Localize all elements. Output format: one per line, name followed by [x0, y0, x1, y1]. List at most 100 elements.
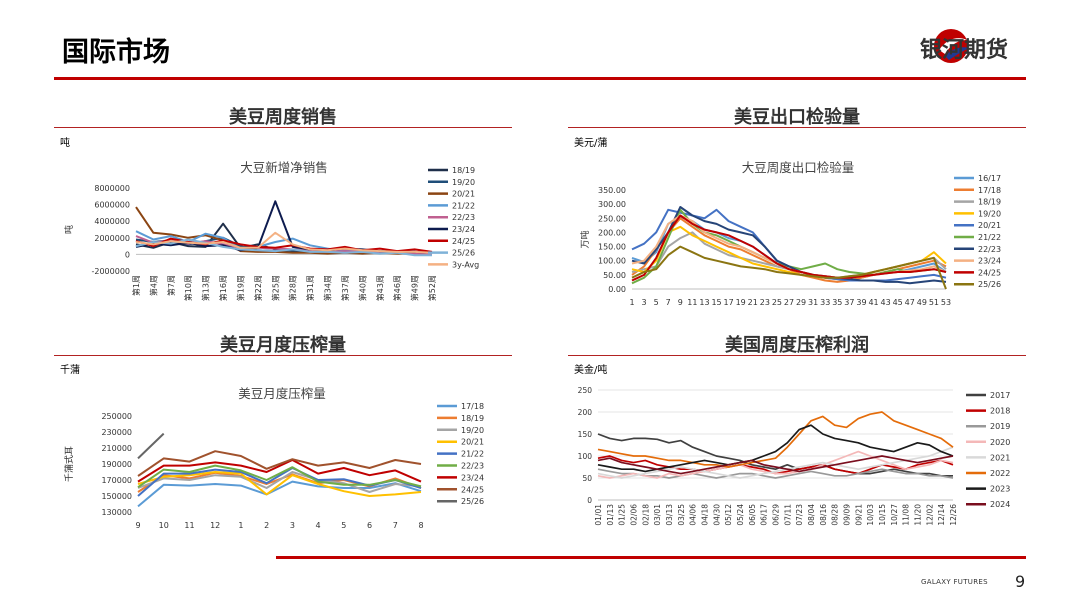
margin-series-2024: [597, 455, 954, 475]
panel-divider-sales: [54, 127, 512, 128]
sales-ytick-label: 0: [125, 250, 130, 259]
margin-legend-label: 2018: [990, 407, 1010, 416]
crush-y-axis-label: 千蒲式耳: [63, 446, 75, 482]
margin-xtick-label: 10/27: [890, 504, 899, 526]
crush-chart: 美豆月度压榨量 250000 230000 210000 190000 170000 150…: [63, 386, 484, 530]
sales-xtick-label: 第16周: [218, 275, 228, 301]
brand-name: 银河期货: [920, 38, 1009, 63]
crush-xtick-label: 1: [238, 521, 243, 530]
exports-ytick-label: 0.00: [608, 285, 626, 294]
sales-xtick-label: 第10周: [183, 275, 193, 301]
margin-xtick-label: 04/18: [701, 504, 710, 526]
margin-xtick-label: 08/04: [807, 504, 816, 526]
galaxy-futures-logo: [934, 29, 969, 63]
margin-ytick-label: 200: [578, 408, 593, 417]
sales-xtick-label: 第43周: [375, 275, 385, 301]
margin-xtick-label: 07/23: [795, 504, 804, 526]
margin-legend-label: 2024: [990, 500, 1010, 509]
page-number: 9: [1015, 572, 1026, 591]
crush-series-25-26: [137, 432, 165, 460]
crush-ytick-label: 210000: [101, 444, 132, 453]
margin-xtick-label: 11/08: [902, 504, 911, 526]
panel-title-sales: 美豆周度销售: [229, 107, 337, 128]
margin-xtick-label: 09/09: [843, 504, 852, 526]
margin-legend-label: 2017: [990, 391, 1010, 400]
crush-series-23-24: [137, 459, 422, 483]
crush-legend-label: 23/24: [461, 473, 484, 482]
sales-chart-title: 大豆新增净销售: [240, 160, 328, 175]
crush-series-22-23: [137, 464, 422, 489]
sales-xtick-label: 第34周: [323, 275, 333, 301]
exports-xtick-label: 1: [629, 298, 634, 307]
margin-series-2019: [597, 468, 954, 479]
exports-ytick-label: 200.00: [598, 228, 626, 237]
exports-ytick-label: 150.00: [598, 243, 626, 252]
sales-xtick-label: 第31周: [305, 275, 315, 301]
margin-xtick-label: 05/24: [736, 504, 745, 526]
margin-series-2020: [597, 450, 954, 479]
margin-xtick-label: 01/01: [594, 504, 603, 526]
margin-series-2021: [597, 446, 954, 479]
sales-y-axis-label: 吨: [63, 225, 75, 234]
sales-xtick-label: 第7周: [166, 275, 176, 296]
exports-series-22-23: [631, 206, 947, 285]
sales-legend-label: 22/23: [452, 213, 475, 222]
sales-xtick-label: 第13周: [201, 275, 211, 301]
margin-legend-label: 2020: [990, 438, 1010, 447]
exports-ytick-label: 300.00: [598, 200, 626, 209]
crush-series-19-20: [137, 471, 422, 493]
sales-xtick-label: 第49周: [410, 275, 420, 301]
unit-label-margin: 美金/吨: [574, 365, 608, 376]
sales-xtick-label: 第40周: [357, 275, 367, 301]
title-divider: [54, 77, 1026, 80]
exports-series-25-26: [631, 245, 947, 290]
panel-title-exports: 美豆出口检验量: [734, 107, 860, 128]
sales-legend-label: 20/21: [452, 190, 475, 199]
exports-ytick-label: 350.00: [598, 186, 626, 195]
margin-xtick-label: 10/03: [866, 504, 875, 526]
panel-title-crush: 美豆月度压榨量: [220, 335, 346, 356]
margin-xtick-label: 07/11: [783, 504, 792, 526]
margin-xtick-label: 08/28: [831, 504, 840, 526]
margin-xtick-label: 12/26: [949, 504, 958, 526]
sales-legend-label: 3y-Avg: [452, 260, 479, 269]
crush-legend-label: 19/20: [461, 426, 484, 435]
margin-xtick-label: 06/29: [772, 504, 781, 526]
exports-xtick-label: 33: [820, 298, 830, 307]
exports-xtick-label: 13: [699, 298, 709, 307]
sales-xtick-label: 第37周: [340, 275, 350, 301]
crush-xtick-label: 2: [264, 521, 269, 530]
exports-legend-label: 19/20: [978, 209, 1001, 218]
sales-chart: 大豆新增净销售 8000000 6000000 4000000 2000000 0 -200…: [63, 160, 479, 301]
margin-xtick-label: 02/06: [630, 504, 639, 526]
margin-xtick-label: 06/17: [760, 504, 769, 526]
margin-xtick-label: 04/06: [689, 504, 698, 526]
margin-xtick-label: 11/20: [914, 504, 923, 526]
sales-series-25-26: [135, 238, 432, 257]
exports-xtick-label: 41: [868, 298, 878, 307]
crush-legend-label: 17/18: [461, 402, 484, 411]
page-title: 国际市场: [62, 37, 170, 68]
exports-xtick-label: 9: [678, 298, 683, 307]
sales-ytick-label: 8000000: [94, 184, 130, 193]
sales-xtick-label: 第1周: [131, 275, 141, 296]
crush-xtick-label: 8: [418, 521, 423, 530]
margin-legend-label: 2019: [990, 422, 1010, 431]
exports-xtick-label: 23: [760, 298, 770, 307]
margin-chart: 250 200 150 100 50 001/01 01/13 01/25 02/06 02/18…: [578, 386, 1011, 526]
margin-ytick-label: 250: [578, 386, 593, 395]
margin-xtick-label: 01/13: [606, 504, 615, 526]
crush-legend-label: 25/26: [461, 497, 484, 506]
sales-legend-label: 19/20: [452, 178, 475, 187]
exports-legend-label: 18/19: [978, 198, 1001, 207]
margin-series-2017: [597, 433, 953, 477]
margin-ytick-label: 150: [578, 430, 593, 439]
sales-ytick-label: 6000000: [94, 201, 130, 210]
sales-xtick-label: 第4周: [148, 275, 158, 296]
margin-xtick-label: 09/21: [854, 504, 863, 526]
margin-xtick-label: 03/01: [653, 504, 662, 526]
exports-ytick-label: 50.00: [603, 271, 626, 280]
margin-xtick-label: 01/25: [618, 504, 627, 526]
margin-ytick-label: 100: [578, 452, 593, 461]
exports-y-axis-label: 万吨: [579, 230, 591, 248]
